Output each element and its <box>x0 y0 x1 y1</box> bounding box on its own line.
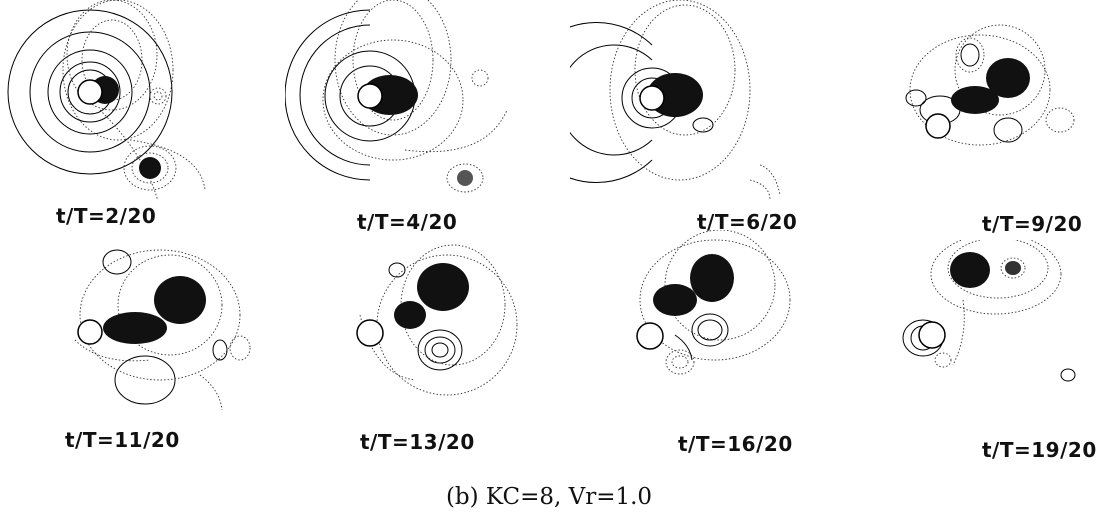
panel-label-1: t/T=2/20 <box>56 204 157 228</box>
contour-plot-6 <box>356 244 518 396</box>
panel-label-5: t/T=11/20 <box>65 428 180 452</box>
contour-plot-panel-2 <box>285 0 515 200</box>
panel-label-4: t/T=9/20 <box>982 212 1083 236</box>
contour-plot-panel-7 <box>620 230 850 430</box>
contour-plot-panel-3 <box>570 0 800 200</box>
contour-plot-panel-1 <box>0 0 230 200</box>
panel-label-6: t/T=13/20 <box>360 430 475 454</box>
contour-plot-1 <box>7 0 206 200</box>
contour-plot-5 <box>74 249 251 411</box>
contour-plot-2 <box>285 0 508 193</box>
panel-label-2: t/T=4/20 <box>357 210 458 234</box>
contour-plot-panel-6 <box>335 235 565 435</box>
contour-plot-panel-8 <box>868 240 1098 440</box>
figure-caption: (b) KC=8, Vr=1.0 <box>445 484 653 510</box>
contour-plot-7 <box>636 230 791 375</box>
contour-plot-3 <box>570 0 781 200</box>
contour-plot-panel-5 <box>40 230 270 430</box>
contour-plot-4 <box>905 24 1075 146</box>
contour-plot-8 <box>902 240 1076 382</box>
contour-plot-panel-4 <box>860 0 1090 200</box>
panel-label-7: t/T=16/20 <box>678 432 793 456</box>
panel-label-8: t/T=19/20 <box>982 438 1097 462</box>
